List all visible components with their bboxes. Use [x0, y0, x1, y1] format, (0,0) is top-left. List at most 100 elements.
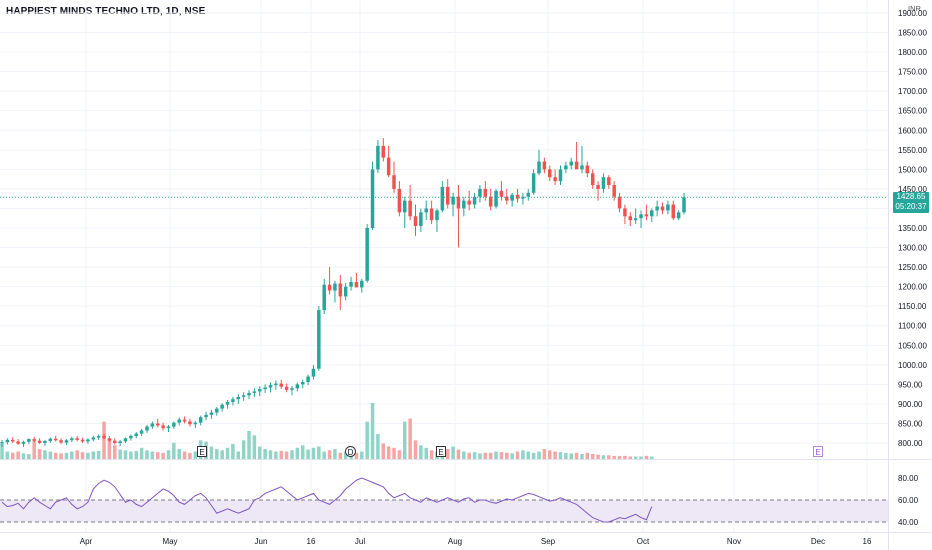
volume-bar — [209, 446, 214, 459]
candle — [445, 179, 450, 209]
candle — [268, 382, 273, 393]
candle-body — [182, 419, 187, 422]
candle — [295, 382, 300, 392]
volume-bar — [182, 451, 187, 459]
candle-body — [590, 173, 595, 185]
candle-body — [526, 192, 531, 197]
candle-body — [317, 310, 321, 369]
volume-bar — [64, 452, 69, 459]
candle — [204, 411, 208, 421]
candle — [370, 161, 375, 230]
price-axis-label: 1350.00 — [898, 224, 927, 233]
candle — [526, 188, 531, 201]
candle — [644, 204, 649, 221]
volume-bar — [290, 450, 294, 459]
time-axis-label: Dec — [811, 537, 825, 546]
candle-body — [284, 386, 289, 390]
candle — [300, 379, 305, 389]
volume-bar — [21, 453, 26, 459]
candle — [408, 185, 412, 221]
time-axis-label: Jul — [355, 537, 365, 546]
price-axis-label: 900.00 — [898, 400, 923, 409]
candle — [0, 439, 4, 447]
candle — [134, 432, 138, 439]
price-axis-label: 1700.00 — [898, 87, 927, 96]
candle — [16, 439, 20, 445]
candle — [252, 388, 257, 397]
candle-body — [209, 412, 214, 415]
candle — [198, 415, 203, 426]
volume-bar — [360, 451, 364, 459]
last-price: 1428.65 — [896, 192, 926, 201]
candle-body — [86, 439, 90, 442]
price-axis-label: 1650.00 — [898, 107, 927, 116]
time-axis-label: 16 — [307, 537, 316, 546]
candle — [537, 149, 541, 176]
candle-body — [236, 396, 241, 400]
volume-bar — [70, 451, 74, 459]
candle-body — [531, 173, 536, 193]
rsi-axis-label: 80.00 — [898, 474, 919, 483]
price-axis-label: 1050.00 — [898, 341, 927, 350]
price-axis-label: 1100.00 — [898, 322, 927, 331]
price-axis-label: 1450.00 — [898, 185, 927, 194]
candle — [360, 278, 364, 293]
candle-body — [268, 385, 273, 388]
candle — [440, 181, 445, 213]
candle-body — [515, 194, 520, 199]
candle — [623, 204, 627, 225]
candle-body — [445, 186, 450, 205]
price-axis-label: 1000.00 — [898, 361, 927, 370]
candle-body — [129, 435, 133, 439]
candle — [349, 276, 353, 291]
volume-bar — [590, 454, 595, 459]
dividend-marker[interactable]: D — [345, 446, 356, 457]
volume-bar — [263, 449, 267, 459]
candle-body — [623, 208, 627, 217]
earnings-marker-upcoming[interactable]: E — [813, 446, 823, 457]
candle — [263, 384, 267, 393]
volume-bar — [284, 451, 289, 459]
volume-bar — [483, 452, 488, 459]
earnings-marker[interactable]: E — [436, 446, 446, 457]
volume-bar — [585, 452, 590, 459]
candle-body — [166, 426, 171, 429]
candle-body — [343, 286, 348, 297]
candle-body — [365, 228, 369, 281]
candle-body — [107, 438, 112, 441]
candle — [515, 188, 520, 203]
candle — [113, 438, 117, 445]
volume-bar — [419, 445, 423, 459]
candle-body — [451, 196, 455, 205]
volume-bar — [558, 452, 563, 459]
candle — [64, 439, 69, 445]
volume-bar — [376, 434, 380, 459]
candle — [531, 169, 536, 195]
candle — [650, 208, 654, 223]
candle-body — [370, 169, 375, 228]
time-axis-label: Oct — [637, 537, 650, 546]
candle-body — [150, 423, 155, 427]
volume-bar — [155, 452, 160, 459]
candle — [236, 394, 241, 404]
candle — [365, 224, 369, 283]
volume-bar — [86, 452, 90, 459]
earnings-marker[interactable]: E — [197, 446, 207, 457]
time-axis-label: 16 — [863, 537, 872, 546]
candle-body — [397, 188, 402, 213]
volume-bar — [531, 452, 536, 459]
candle-body — [118, 441, 122, 443]
candle-body — [0, 442, 4, 444]
candle-body — [247, 392, 251, 396]
candle-body — [510, 194, 514, 201]
time-axis-label: Aug — [448, 537, 462, 546]
volume-bar — [580, 454, 584, 459]
candle — [177, 417, 181, 426]
candle — [413, 204, 418, 236]
candle — [671, 200, 676, 221]
volume-bar — [408, 418, 412, 459]
candle — [59, 438, 63, 444]
price-axis-label: 1850.00 — [898, 29, 927, 38]
volume-bar — [445, 449, 450, 459]
